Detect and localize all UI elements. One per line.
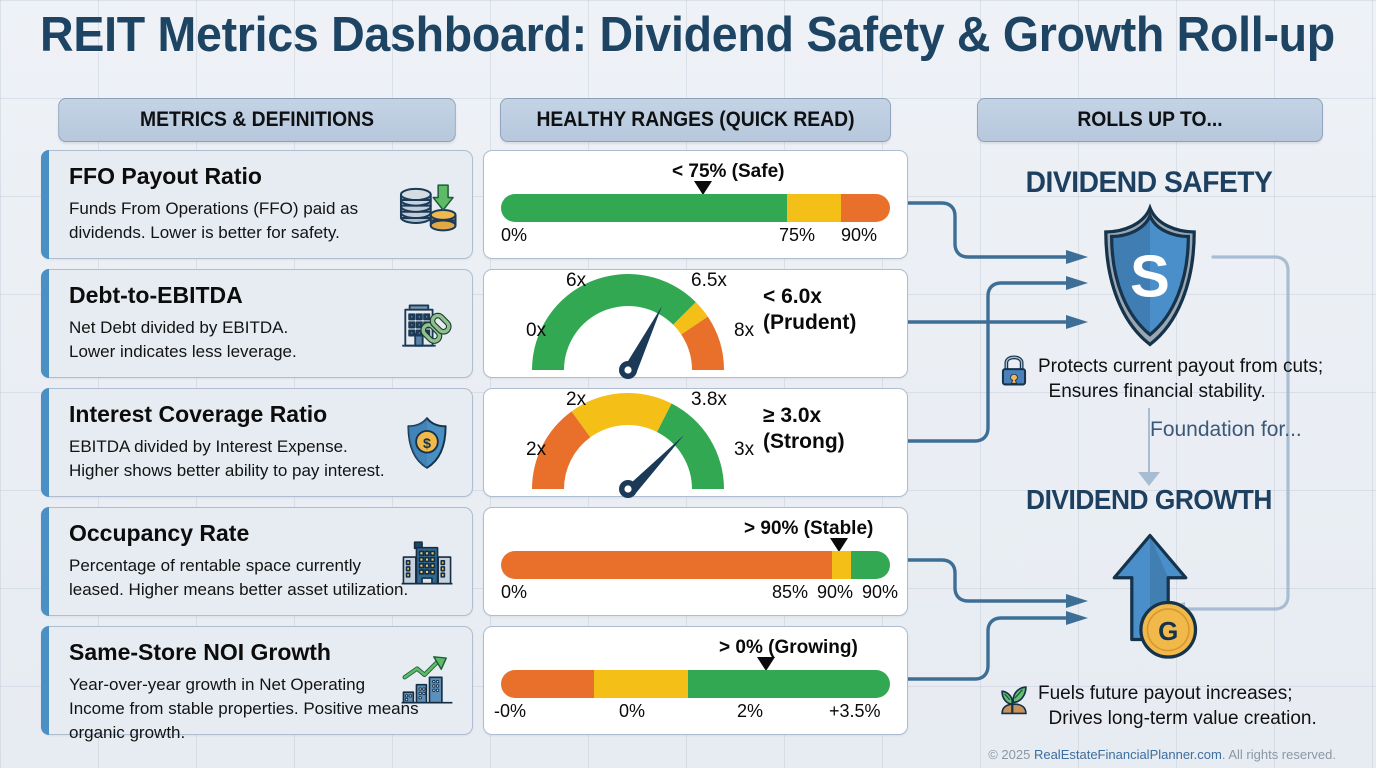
svg-text:S: S bbox=[1130, 242, 1170, 309]
svg-text:$: $ bbox=[423, 435, 431, 451]
svg-text:G: G bbox=[1158, 616, 1178, 646]
